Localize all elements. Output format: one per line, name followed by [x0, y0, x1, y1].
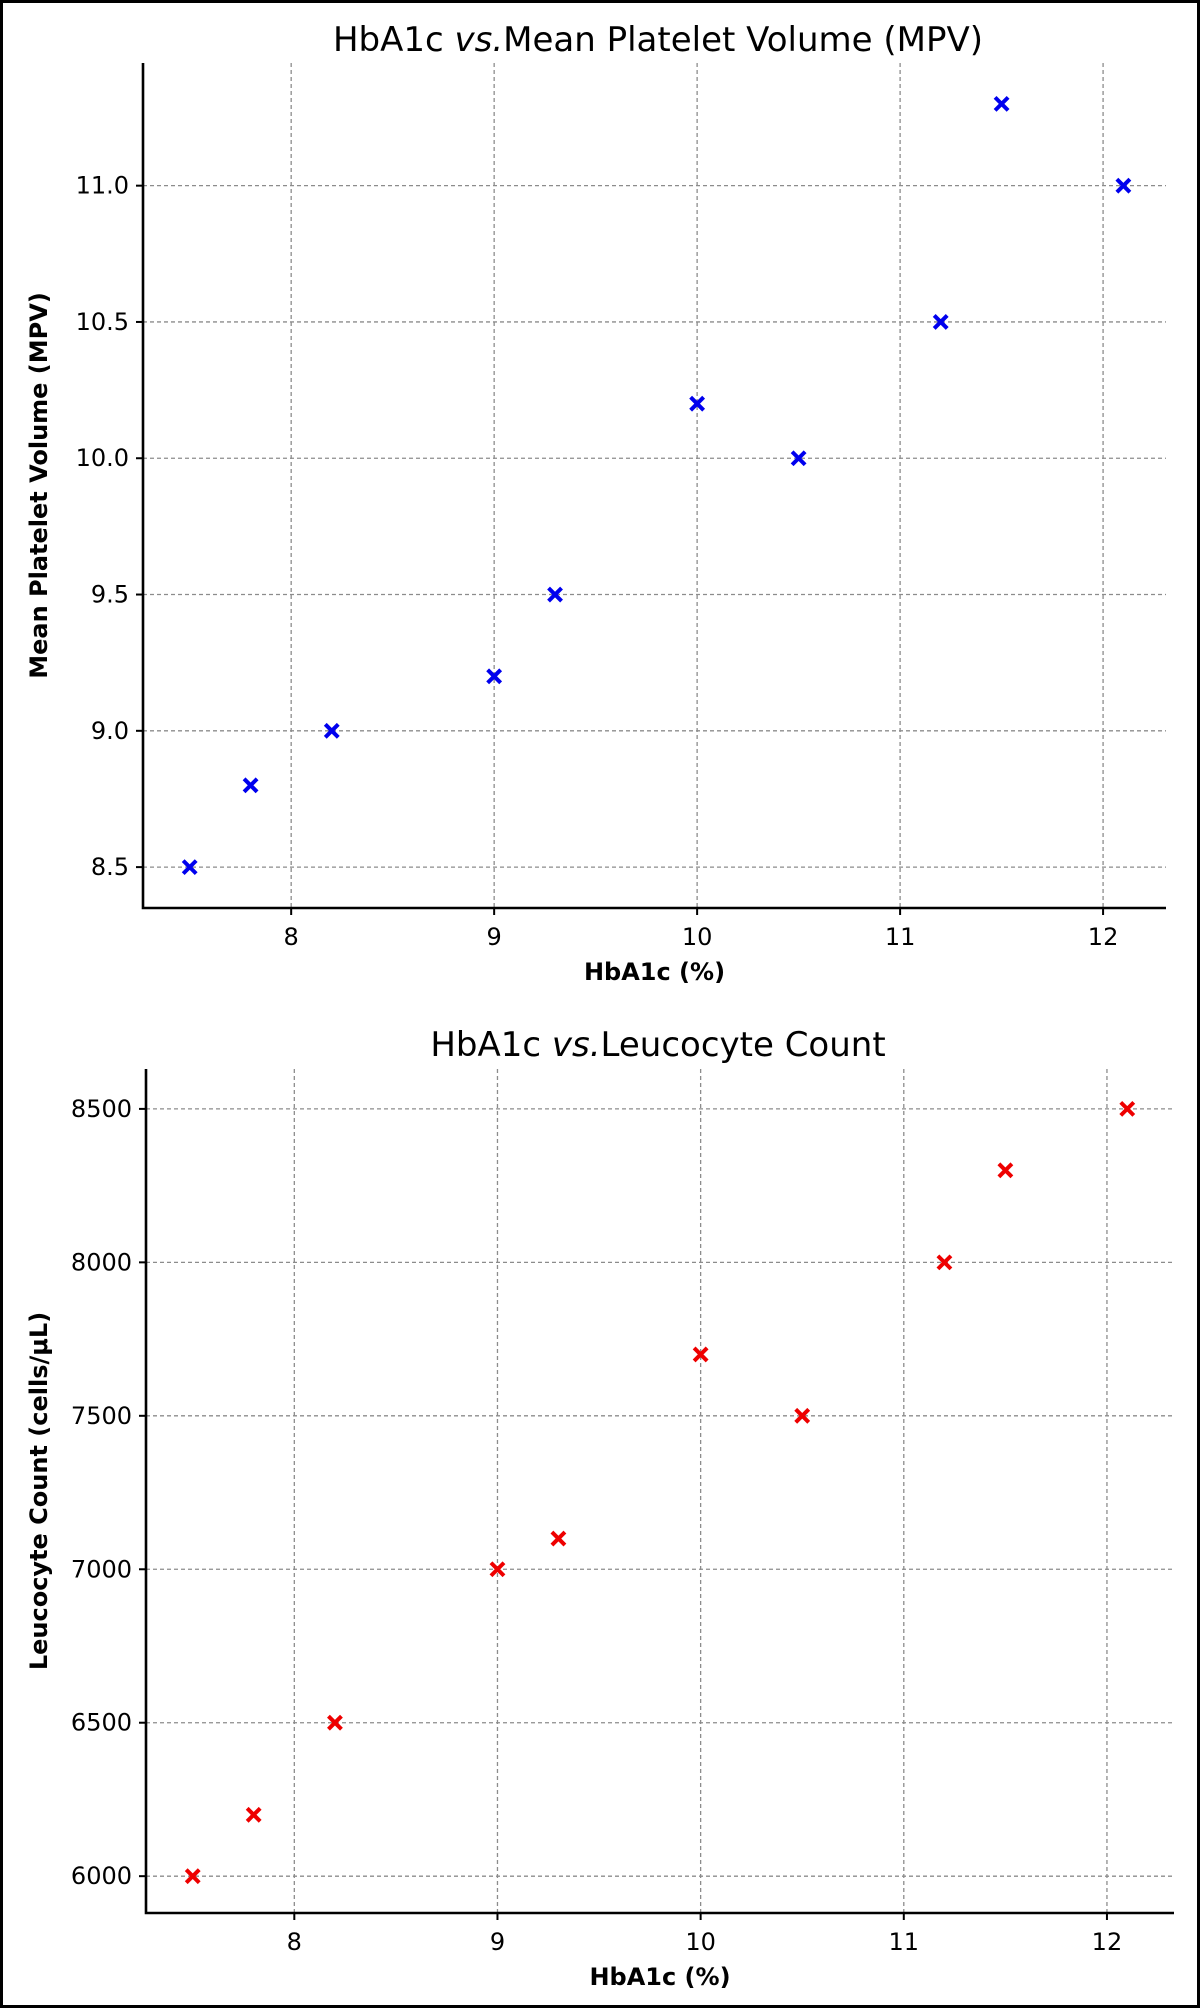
- data-markers: [181, 95, 1132, 876]
- x-tick-label: 11: [885, 923, 916, 951]
- y-tick-label: 10.5: [76, 308, 129, 336]
- axis-spines: [144, 1069, 1174, 1915]
- y-tick-label: 11.0: [76, 172, 129, 200]
- y-tick-label: 8500: [71, 1095, 132, 1123]
- x-tick-label: 10: [685, 1928, 716, 1956]
- data-point-marker: [327, 1714, 343, 1731]
- data-point-marker: [689, 395, 706, 412]
- axis-spines: [141, 63, 1166, 910]
- data-point-marker: [550, 1530, 567, 1547]
- x-tick-label: 12: [1088, 923, 1119, 951]
- data-point-marker: [547, 586, 563, 603]
- y-axis-label: Mean Platelet Volume (MPV): [25, 292, 53, 679]
- grid-lines: [143, 63, 1166, 908]
- y-tick-label: 7000: [71, 1555, 132, 1583]
- x-tick-labels: 8 9 10 11 12: [284, 923, 1119, 951]
- y-tick-label: 6000: [71, 1862, 132, 1890]
- x-tick-label: 9: [490, 1928, 505, 1956]
- data-point-marker: [936, 1254, 953, 1271]
- data-point-marker: [323, 722, 340, 739]
- data-point-marker: [692, 1346, 709, 1363]
- grid-lines: [146, 1069, 1174, 1913]
- data-point-marker: [242, 777, 259, 794]
- data-point-marker: [993, 95, 1010, 112]
- data-point-marker: [181, 859, 198, 876]
- data-point-marker: [489, 1561, 506, 1578]
- charts-canvas: HbA1c vs.Mean Platelet Volume (MPV) 8 9 10…: [25, 20, 1174, 1991]
- y-tick-label: 8000: [71, 1248, 132, 1276]
- data-point-marker: [932, 314, 949, 330]
- y-tick-label: 10.0: [76, 444, 129, 472]
- y-tick-labels: 6000 6500 7000 7500 8000 8500: [71, 1095, 132, 1890]
- tick-marks: [139, 1107, 1108, 1920]
- x-tick-label: 8: [284, 923, 299, 951]
- data-point-marker: [184, 1868, 201, 1885]
- y-axis-label: Leucocyte Count (cells/μL): [25, 1312, 53, 1670]
- data-point-marker: [997, 1162, 1014, 1179]
- y-tick-label: 8.5: [91, 853, 129, 881]
- data-point-marker: [1115, 177, 1132, 194]
- mpv-scatter-chart: HbA1c vs.Mean Platelet Volume (MPV) 8 9 10…: [25, 20, 1166, 986]
- data-point-marker: [486, 668, 503, 685]
- y-tick-labels: 8.5 9.0 9.5 10.0 10.5 11.0: [76, 172, 129, 881]
- chart-title: HbA1c vs.Mean Platelet Volume (MPV): [333, 20, 983, 60]
- data-point-marker: [790, 450, 807, 467]
- y-tick-label: 9.5: [91, 581, 129, 609]
- data-point-marker: [245, 1806, 262, 1823]
- x-axis-label: HbA1c (%): [584, 958, 725, 986]
- chart-title: HbA1c vs.Leucocyte Count: [430, 1025, 885, 1065]
- tick-marks: [136, 184, 1105, 915]
- x-tick-label: 8: [287, 1928, 302, 1956]
- data-point-marker: [794, 1407, 811, 1424]
- x-tick-label: 11: [889, 1928, 920, 1956]
- x-tick-label: 10: [682, 923, 713, 951]
- x-tick-label: 9: [487, 923, 502, 951]
- y-tick-label: 6500: [71, 1709, 132, 1737]
- x-tick-labels: 8 9 10 11 12: [287, 1928, 1123, 1956]
- x-tick-label: 12: [1092, 1928, 1123, 1956]
- data-markers: [184, 1100, 1136, 1885]
- data-point-marker: [1119, 1100, 1136, 1117]
- leucocyte-scatter-chart: HbA1c vs.Leucocyte Count 8 9 10 11 12 6000 65…: [25, 1025, 1174, 1991]
- x-axis-label: HbA1c (%): [589, 1963, 730, 1991]
- y-tick-label: 9.0: [91, 717, 129, 745]
- y-tick-label: 7500: [71, 1402, 132, 1430]
